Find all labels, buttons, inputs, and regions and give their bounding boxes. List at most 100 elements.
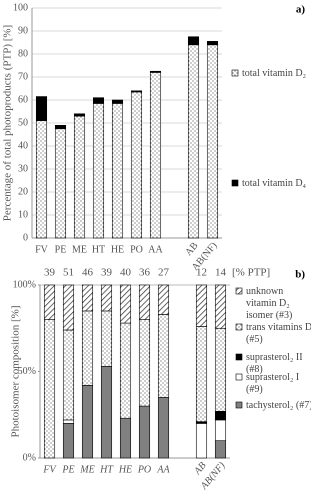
legend-swatch [235,353,243,361]
x-tick-label: ME [72,244,87,255]
bar-segment [43,319,56,459]
x-tick-label: HE [111,244,124,255]
bar-segment [214,284,227,329]
top-label: 27 [158,267,170,279]
bar-segment [206,41,219,46]
top-label-unit: [% PTP] [232,267,270,279]
bar-segment [119,322,132,419]
legend-label: tachysterol₂ (#7) [246,400,311,411]
top-label: 39 [101,267,113,279]
bar-segment [119,417,132,459]
legend-label: total vitamin D₄ [242,178,307,189]
bar-segment [119,284,132,324]
y-tick-label: 50% [18,366,36,377]
legend-swatch [235,373,243,381]
x-tick-label: AA [156,464,170,475]
bar-segment [138,319,151,407]
x-tick-label: PO [130,244,143,255]
x-tick-label: FV [35,244,49,255]
y-tick-label: 100% [13,279,36,290]
y-tick-label: 60 [18,94,28,105]
bar-segment [62,284,75,331]
bar-segment [195,423,208,459]
legend-label: trans vitamins D₂ (#5) [246,322,311,345]
y-axis-label: Photoisomer composition [%] [10,306,22,438]
bar-segment [157,284,170,315]
bar-segment [130,90,143,93]
x-tick-label: PE [55,244,67,255]
bar-segment [92,103,105,239]
legend-label: unknown vitamin D₂ isomer (#3) [246,286,293,321]
bar-segment [149,72,162,239]
bar-segment [149,70,162,73]
bar-segment [157,314,170,398]
bar-segment [100,310,113,367]
y-tick-label: 80 [18,48,28,59]
bar-segment [92,97,105,104]
top-label: 12 [196,267,207,279]
top-label: 39 [44,267,56,279]
bar-segment [111,99,124,104]
bar-segment [206,44,219,239]
bar-segment [138,405,151,459]
x-tick-label: AA [148,244,163,255]
y-tick-label: 10 [18,209,28,220]
legend-swatch [231,179,239,187]
legend-label: suprasterol₂ II (#8) [246,352,303,375]
legend-swatch [231,69,239,77]
y-tick-label: 40 [18,140,28,151]
figure: 0 10 20 30 40 50 60 70 80 90 100 Percentage of tota… [2,2,311,492]
y-tick-label: 0 [23,232,28,243]
bar-segment [138,284,151,320]
bar-segment [35,120,48,239]
x-tick-label: PO [137,464,151,475]
bar-segment [73,113,86,117]
y-tick-label: 70 [18,71,28,82]
x-tick-label: FV [42,464,57,475]
top-label: 14 [215,267,227,279]
chart: 0 10 20 30 40 50 60 70 80 90 100 Percentage of tota… [2,2,306,492]
legend-swatch [235,287,243,295]
bar-segment [81,310,94,386]
bar-segment [54,125,67,130]
top-label: 40 [120,267,132,279]
bar-segment [111,103,124,239]
bar-segment [187,44,200,239]
y-axis-label: Percentage of total photoproducts (PTP) … [2,25,14,221]
y-tick-label: 20 [18,186,28,197]
bar-segment [214,327,227,412]
bar-segment [214,410,227,421]
bar-segment [62,419,75,424]
bar-segment [81,385,94,459]
bar-segment [43,284,56,320]
bar-segment [73,115,86,239]
bar-segment [187,36,200,46]
top-label: 36 [139,267,151,279]
legend-swatch [235,323,243,331]
y-tick-label: 50 [18,117,28,128]
bar-segment [214,440,227,459]
bar-segment [81,284,94,312]
panel-label: b) [295,269,305,281]
x-tick-label: ME [79,464,94,475]
bar-segment [62,329,75,421]
bar-segment [195,326,208,422]
bar-segment [157,397,170,459]
x-tick-label: HE [118,464,132,475]
panel-label: a) [296,4,306,16]
bar-segment [100,284,113,312]
x-tick-label: PE [61,464,74,475]
x-tick-label: HT [92,244,105,255]
y-tick-label: 30 [18,163,28,174]
legend-label: suprasterol₂ I (#9) [246,372,300,395]
x-tick-label: HT [99,464,114,475]
legend-swatch [235,401,243,409]
legend-label: total vitamin D₂ [242,68,307,79]
bar-segment [54,128,67,239]
bar-segment [130,91,143,239]
top-label: 51 [63,267,74,279]
bar-segment [35,96,48,122]
bar-segment [195,284,208,327]
top-label: 46 [82,267,94,279]
bar-segment [62,423,75,459]
